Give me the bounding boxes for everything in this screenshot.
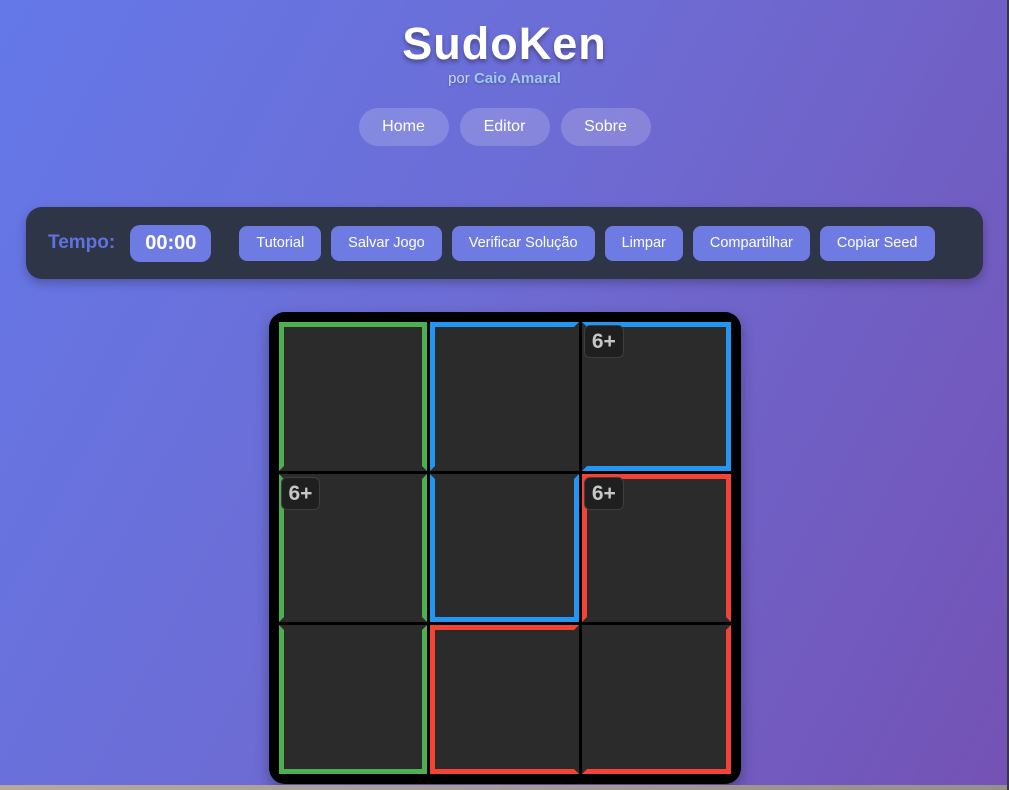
board-cell-r0c2[interactable]: 6+ [581, 322, 731, 471]
nav-button-editor[interactable]: Editor [459, 108, 550, 146]
copy-seed-button[interactable]: Copiar Seed [819, 225, 935, 261]
cage-label: 6+ [583, 476, 624, 510]
timer-display: 00:00 [130, 224, 212, 262]
subtitle: por Caio Amaral [0, 70, 1009, 87]
tutorial-button[interactable]: Tutorial [239, 225, 322, 261]
board-cell-r0c0[interactable] [278, 322, 428, 471]
board-cell-r2c2[interactable] [581, 625, 731, 774]
clear-button[interactable]: Limpar [604, 225, 683, 261]
window-bottom-edge [0, 785, 1009, 790]
header: SudoKen por Caio Amaral Home Editor Sobre [0, 0, 1009, 146]
board-cell-r1c1[interactable] [430, 473, 579, 623]
main-nav: Home Editor Sobre [0, 108, 1009, 146]
author-name: Caio Amaral [473, 70, 561, 87]
save-game-button[interactable]: Salvar Jogo [331, 225, 442, 261]
toolbar: Tempo: 00:00 Tutorial Salvar Jogo Verifica… [26, 207, 983, 279]
window-right-edge [1007, 0, 1009, 790]
board-cell-r2c1[interactable] [430, 625, 579, 774]
board-cell-r1c0[interactable]: 6+ [278, 473, 428, 623]
subtitle-prefix: por [448, 70, 470, 87]
board-cell-r2c0[interactable] [278, 625, 428, 774]
board-cell-r1c2[interactable]: 6+ [581, 473, 731, 623]
share-button[interactable]: Compartilhar [692, 225, 810, 261]
nav-button-sobre[interactable]: Sobre [560, 108, 651, 146]
nav-button-home[interactable]: Home [358, 108, 449, 146]
cage-label: 6+ [583, 325, 624, 358]
board-grid: 6+ 6+ 6+ [268, 312, 741, 784]
timer-label: Tempo: [48, 232, 116, 253]
cage-label: 6+ [280, 476, 321, 510]
app-title: SudoKen [402, 18, 607, 69]
board-cell-r0c1[interactable] [430, 322, 579, 471]
toolbar-buttons: Tutorial Salvar Jogo Verificar Solução Limp… [239, 225, 935, 261]
verify-solution-button[interactable]: Verificar Solução [451, 225, 595, 261]
